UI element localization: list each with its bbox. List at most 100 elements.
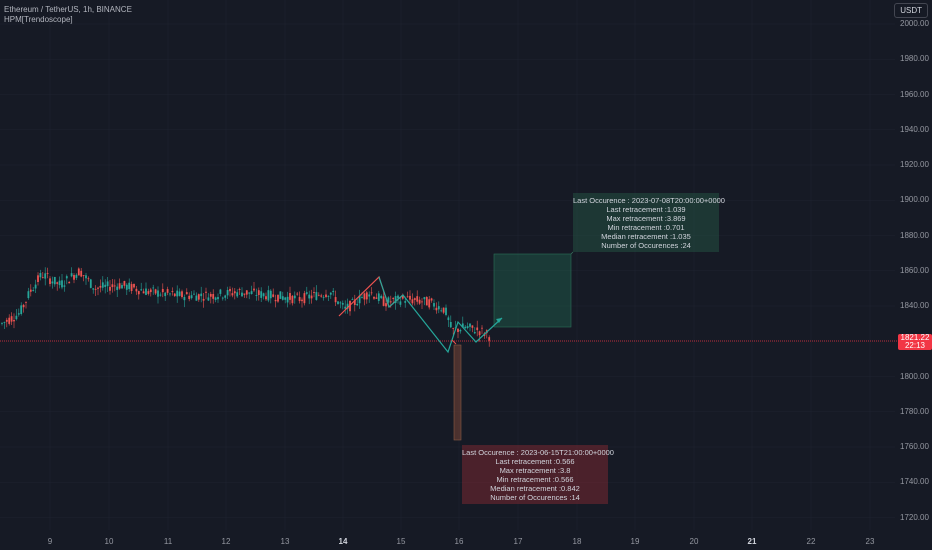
candle-body [22,304,25,308]
candle-body [161,288,164,293]
candle-body [368,294,371,297]
candle-body [413,298,416,300]
candle-body [171,291,174,292]
candle-body [226,290,229,296]
currency-button[interactable]: USDT [894,3,928,18]
stat-max-retracement: Max retracement :3.8 [499,466,571,475]
candle-body [339,302,342,304]
candle-body [363,293,366,300]
candle-body [466,326,469,329]
candle-body [404,301,407,303]
candle-body [85,275,87,279]
candle-body [164,292,167,297]
candle-body [365,292,368,300]
time-tick-label: 20 [689,537,699,546]
candle-body [269,290,272,299]
candle-body [87,278,90,280]
candle-body [183,296,186,301]
time-tick-label: 13 [280,537,290,546]
candle-body [301,299,303,302]
candle-body [185,292,188,295]
candle-body [241,292,243,297]
candle-body [329,292,332,295]
candle-body [53,276,56,285]
candle-body [248,292,251,294]
candle-body [481,327,483,329]
time-tick-label: 9 [47,537,53,546]
candle-body [166,289,169,293]
candle-body [82,275,85,277]
time-tick-label: 12 [221,537,231,546]
candle-body [41,277,44,279]
time-tick-label: 19 [630,537,640,546]
candle-body [13,319,15,322]
candle-body [375,297,378,299]
time-tick-label: 10 [104,537,114,546]
candle-body [1,322,3,324]
candle-body [154,289,157,294]
candle-body [471,325,474,328]
stat-last-occurence: Last Occurence : 2023-06-15T21:00:00+000… [462,448,614,457]
candle-body [118,283,121,289]
candle-body [257,290,260,296]
candle-body [99,285,102,288]
candle-body [243,293,246,295]
symbol-title[interactable]: Ethereum / TetherUS, 1h, BINANCE [4,5,132,14]
candle-body [229,288,231,292]
indicator-title[interactable]: HPM[Trendoscope] [4,15,73,24]
candle-body [113,285,116,287]
candle-body [279,291,282,299]
candle-body [416,296,419,302]
stat-occurences: Number of Occurences :14 [490,493,580,502]
candle-body [401,295,404,299]
candle-body [344,306,347,309]
candlestick-series [1,267,491,347]
candle-body [27,291,30,299]
candle-body [25,301,27,303]
candle-body [178,291,181,296]
candle-body [284,297,287,300]
candle-body [209,293,212,297]
price-tick-label: 1740.00 [900,477,929,487]
candle-body [200,293,203,297]
candle-body [260,291,263,298]
candle-body [121,285,123,289]
bearish-target-zone [453,344,462,441]
stat-median-retracement: Median retracement :1.035 [601,232,691,241]
candle-body [317,294,320,296]
candle-body [202,298,205,301]
candle-body [44,273,47,279]
candle-body [137,291,140,295]
candle-body [125,284,128,290]
candle-body [469,323,471,327]
candle-body [195,295,198,301]
candle-body [327,295,330,297]
candle-body [188,295,191,300]
candle-body [157,290,159,297]
stat-median-retracement: Median retracement :0.842 [490,484,580,493]
bar-countdown: 22:13 [904,341,926,350]
time-tick-label: 17 [513,537,523,546]
candle-body [236,292,239,297]
candle-body [476,327,479,331]
chart-grid [0,0,895,530]
candle-body [409,295,411,300]
candle-body [353,299,356,305]
stat-occurences: Number of Occurences :24 [601,241,691,250]
candle-body [56,282,59,284]
candle-body [8,317,11,324]
candle-body [449,321,452,328]
candle-body [411,299,414,304]
candle-body [17,313,20,315]
candle-body [217,297,219,300]
candle-body [370,292,373,294]
candle-body [406,296,409,298]
candle-body [70,273,73,277]
candle-body [361,297,363,298]
candle-body [337,301,339,304]
candle-body [250,291,253,295]
candle-body [68,281,71,284]
candle-body [193,293,195,295]
price-tick-label: 1920.00 [900,160,929,169]
